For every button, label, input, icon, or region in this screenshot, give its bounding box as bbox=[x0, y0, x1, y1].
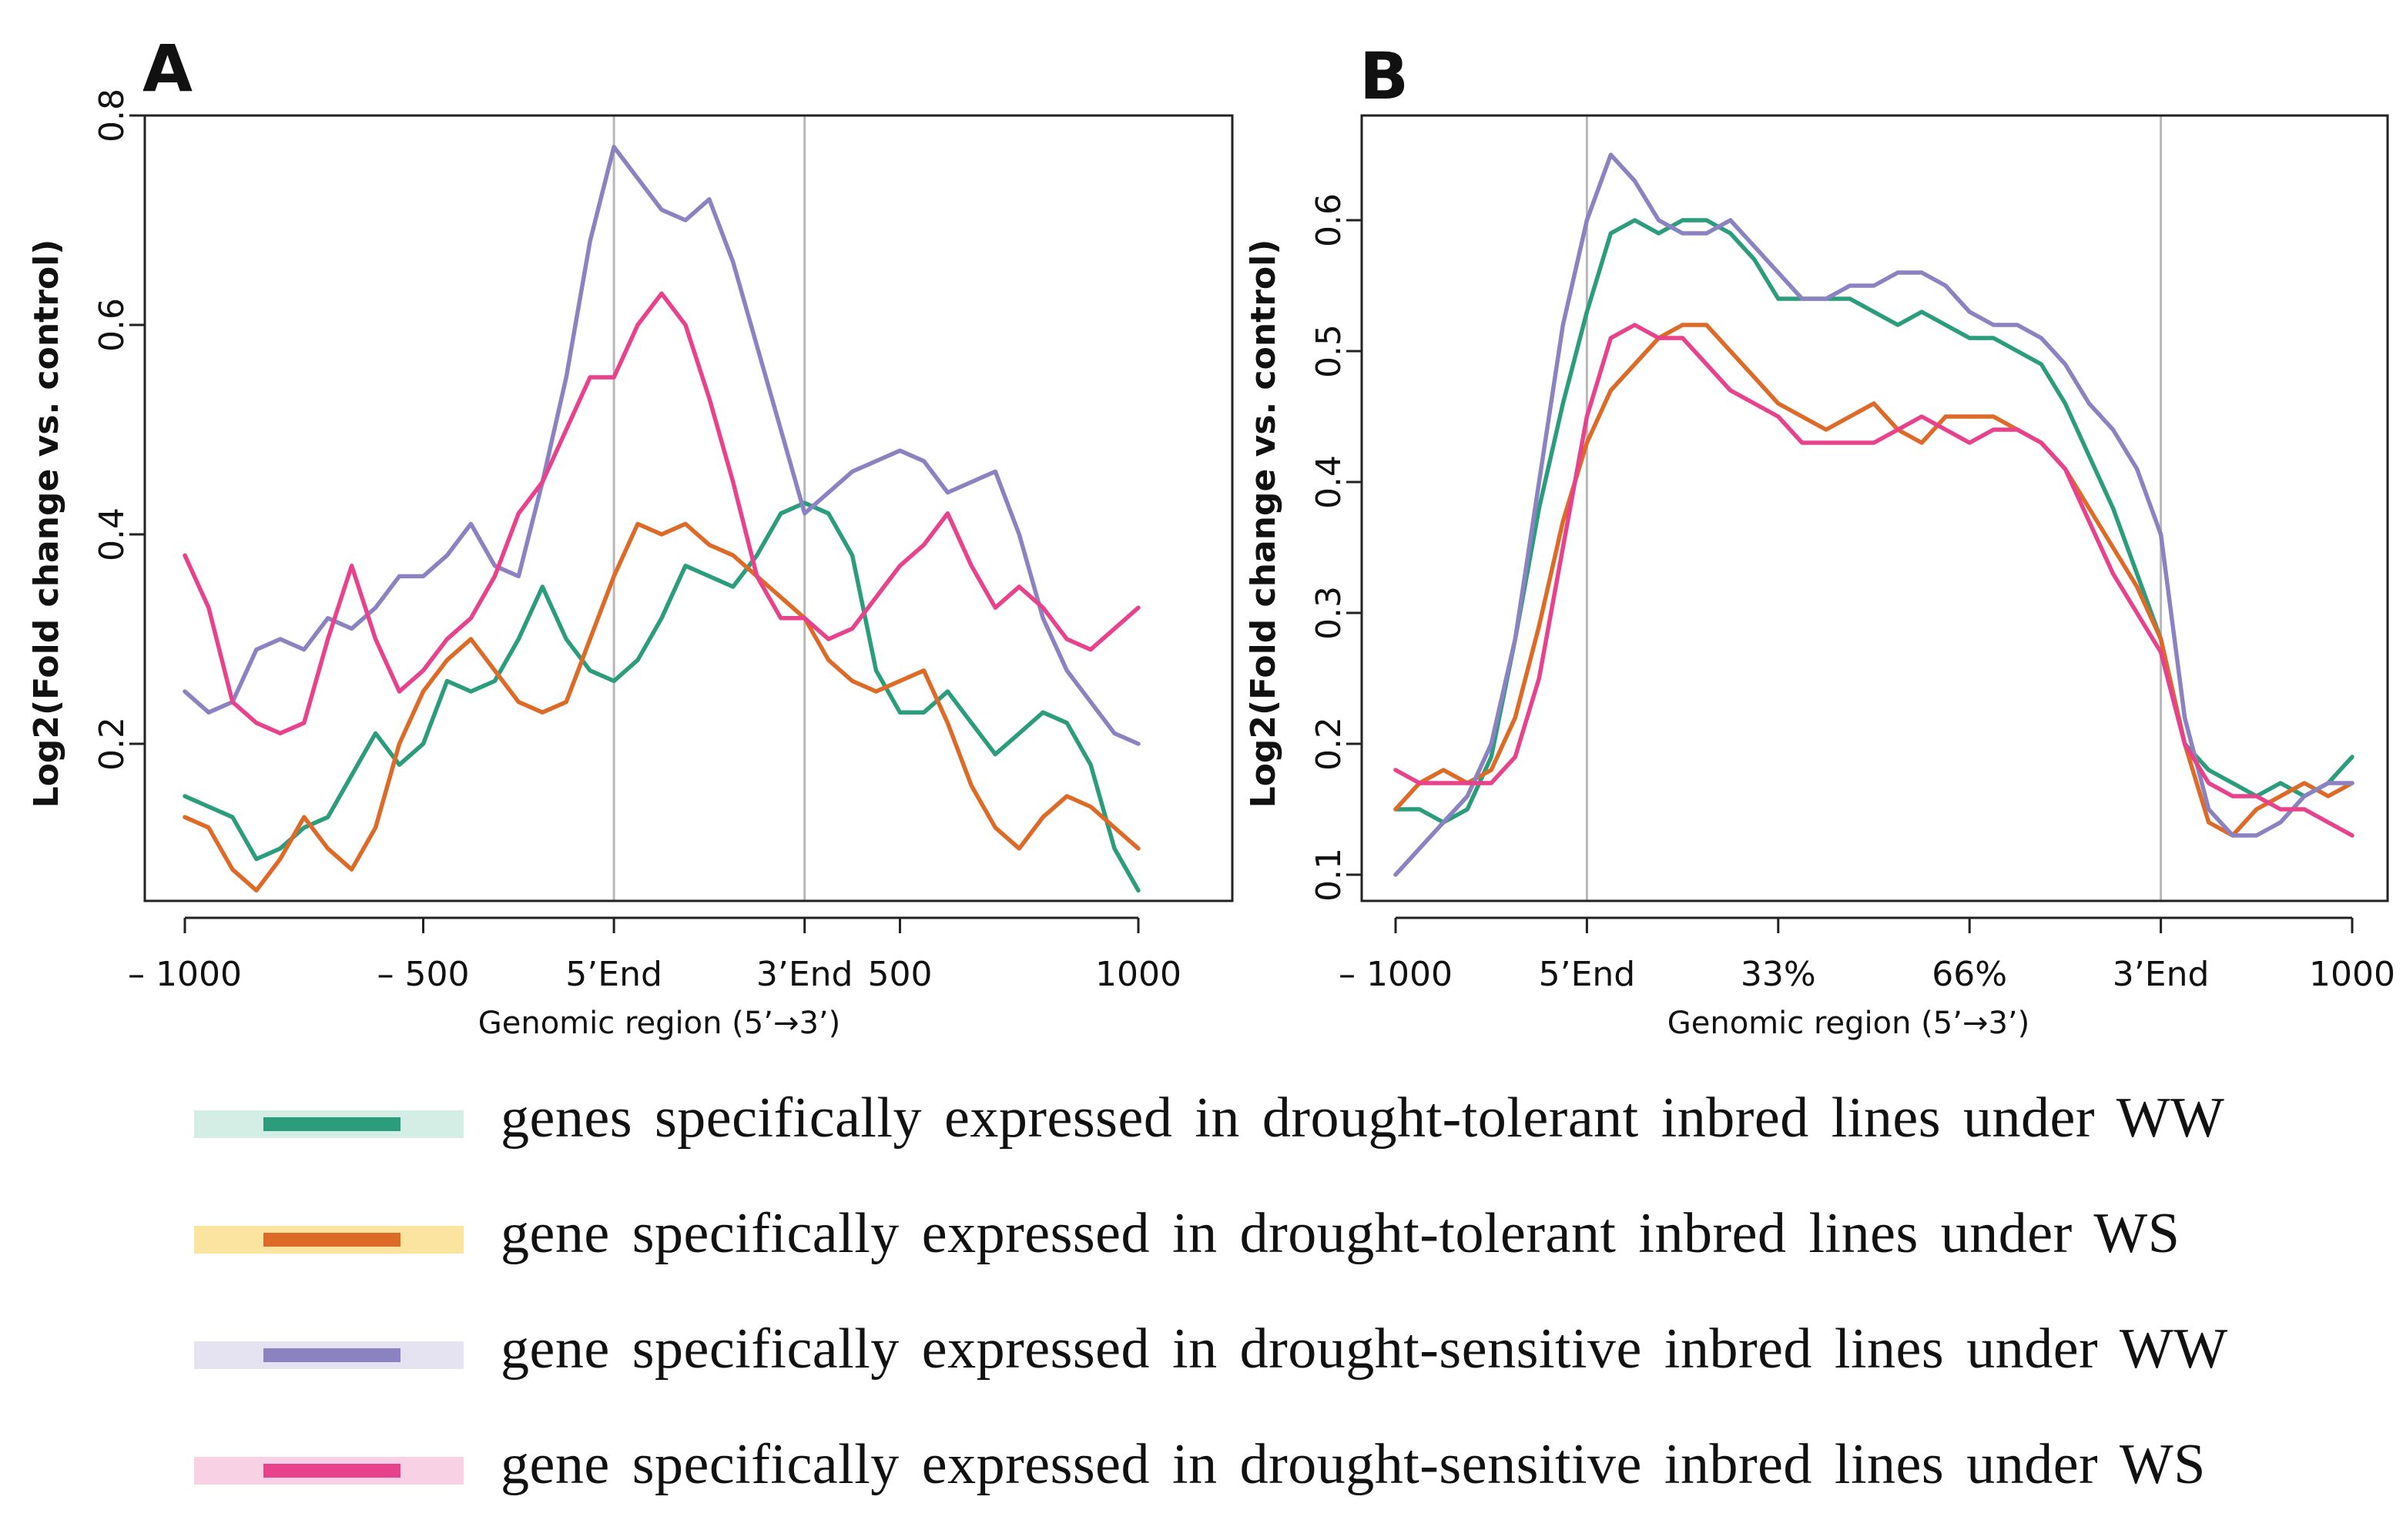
series-line-4 bbox=[1393, 323, 2354, 838]
series-line-3 bbox=[1393, 152, 2354, 877]
x-tick-label: 66% bbox=[1932, 955, 2007, 994]
y-tick-label: 0.4 bbox=[1309, 455, 1349, 509]
legend-swatch-line bbox=[263, 1348, 400, 1362]
x-tick-label: 33% bbox=[1741, 955, 1816, 994]
series-line-2 bbox=[1393, 323, 2354, 838]
legend-label: genes specifically expressed in drought-… bbox=[501, 1086, 2225, 1150]
y-tick-label: 0.6 bbox=[92, 298, 132, 352]
series-line-3 bbox=[183, 145, 1141, 746]
x-tick-label: 1000 bbox=[1095, 955, 1181, 994]
y-axis-title: Log2(Fold change vs. control) bbox=[27, 239, 66, 808]
legend-swatch bbox=[194, 1457, 464, 1485]
x-tick-label: – 500 bbox=[377, 955, 470, 994]
series-line-4 bbox=[183, 291, 1141, 736]
series-line-2 bbox=[183, 521, 1141, 893]
plot-frame bbox=[143, 114, 1234, 902]
y-tick-label: 0.6 bbox=[1309, 193, 1349, 247]
x-tick-label: 3’End bbox=[2113, 955, 2210, 994]
panel-letter-A: A bbox=[142, 31, 193, 106]
y-tick-label: 0.2 bbox=[1309, 717, 1349, 771]
legend-item: gene specifically expressed in drought-s… bbox=[185, 1424, 2388, 1540]
y-tick-label: 0.3 bbox=[1309, 586, 1349, 640]
x-axis-title: Genomic region (5’→3’) bbox=[478, 1006, 841, 1041]
series-line-1 bbox=[183, 500, 1141, 893]
x-axis-title: Genomic region (5’→3’) bbox=[1667, 1006, 2030, 1041]
legend-label: gene specifically expressed in drought-s… bbox=[501, 1317, 2228, 1381]
legend-item: genes specifically expressed in drought-… bbox=[185, 1078, 2388, 1194]
legend-swatch bbox=[194, 1110, 464, 1138]
legend-swatch-line bbox=[263, 1117, 400, 1131]
figure: A 0.2 0.4 0.6 0.8 – 1000 – 500 5’End 3’End 500 100… bbox=[27, 31, 2395, 1041]
x-tick-label: 500 bbox=[868, 955, 933, 994]
x-tick-label: 5’End bbox=[1539, 955, 1636, 994]
x-tick-label: – 1000 bbox=[1339, 955, 1453, 994]
x-tick-label: 3’End bbox=[756, 955, 853, 994]
x-tick-label: 1000 bbox=[2309, 955, 2395, 994]
legend: genes specifically expressed in drought-… bbox=[185, 1078, 2388, 1540]
panel-letter-B: B bbox=[1359, 38, 1409, 114]
plot-frame bbox=[1360, 114, 2389, 902]
legend-swatch bbox=[194, 1226, 464, 1254]
y-tick-label: 0.8 bbox=[92, 89, 132, 142]
legend-label: gene specifically expressed in drought-t… bbox=[501, 1202, 2180, 1265]
y-tick-label: 0.4 bbox=[92, 507, 132, 561]
x-tick-label: – 1000 bbox=[128, 955, 242, 994]
legend-swatch bbox=[194, 1341, 464, 1369]
legend-item: gene specifically expressed in drought-s… bbox=[185, 1309, 2388, 1424]
legend-item: gene specifically expressed in drought-t… bbox=[185, 1194, 2388, 1309]
legend-swatch-line bbox=[263, 1233, 400, 1247]
series-line-1 bbox=[1393, 218, 2354, 825]
y-axis-title: Log2(Fold change vs. control) bbox=[1244, 239, 1283, 808]
y-tick-label: 0.1 bbox=[1309, 848, 1349, 902]
legend-swatch-line bbox=[263, 1464, 400, 1478]
x-tick-label: 5’End bbox=[565, 955, 662, 994]
y-tick-label: 0.2 bbox=[92, 717, 132, 771]
y-tick-label: 0.5 bbox=[1309, 324, 1349, 378]
legend-label: gene specifically expressed in drought-s… bbox=[501, 1433, 2206, 1496]
